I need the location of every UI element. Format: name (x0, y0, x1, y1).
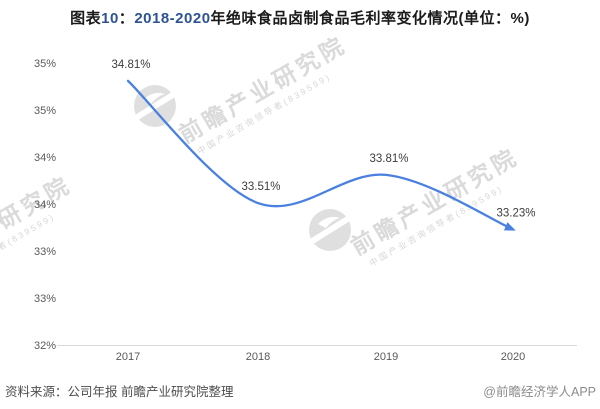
title-text-segment: 图表 (70, 10, 102, 27)
data-label: 33.81% (369, 153, 408, 165)
y-tick-label: 35% (34, 105, 56, 117)
y-tick-label: 32% (34, 340, 56, 352)
y-tick-label: 33% (34, 246, 56, 258)
title-text-segment: ： (118, 10, 135, 27)
data-label: 34.81% (111, 59, 150, 71)
y-tick-label: 35% (34, 58, 56, 70)
title-number-segment: 10 (101, 10, 119, 27)
series-line (126, 79, 516, 231)
source-note: 资料来源：公司年报 前瞻产业研究院整理 (5, 385, 234, 399)
x-tick-label: 2019 (374, 351, 398, 363)
y-tick-label: 33% (34, 293, 56, 305)
title-text-segment: 年绝味食品卤制食品毛利率变化情况(单位：%) (210, 10, 530, 27)
chart-title: 图表10：2018-2020年绝味食品卤制食品毛利率变化情况(单位：%) (0, 7, 600, 28)
x-tick-label: 2020 (501, 351, 525, 363)
x-tick-label: 2017 (116, 351, 140, 363)
data-label: 33.51% (241, 181, 280, 193)
y-tick-label: 34% (34, 199, 56, 211)
y-tick-label: 34% (34, 152, 56, 164)
chart-footer: 资料来源：公司年报 前瞻产业研究院整理 @前瞻经济学人APP (5, 381, 596, 400)
credit-note: @前瞻经济学人APP (483, 385, 596, 399)
x-tick-label: 2018 (246, 351, 270, 363)
title-number-segment: 2018-2020 (134, 10, 211, 27)
data-label: 33.23% (496, 207, 535, 219)
